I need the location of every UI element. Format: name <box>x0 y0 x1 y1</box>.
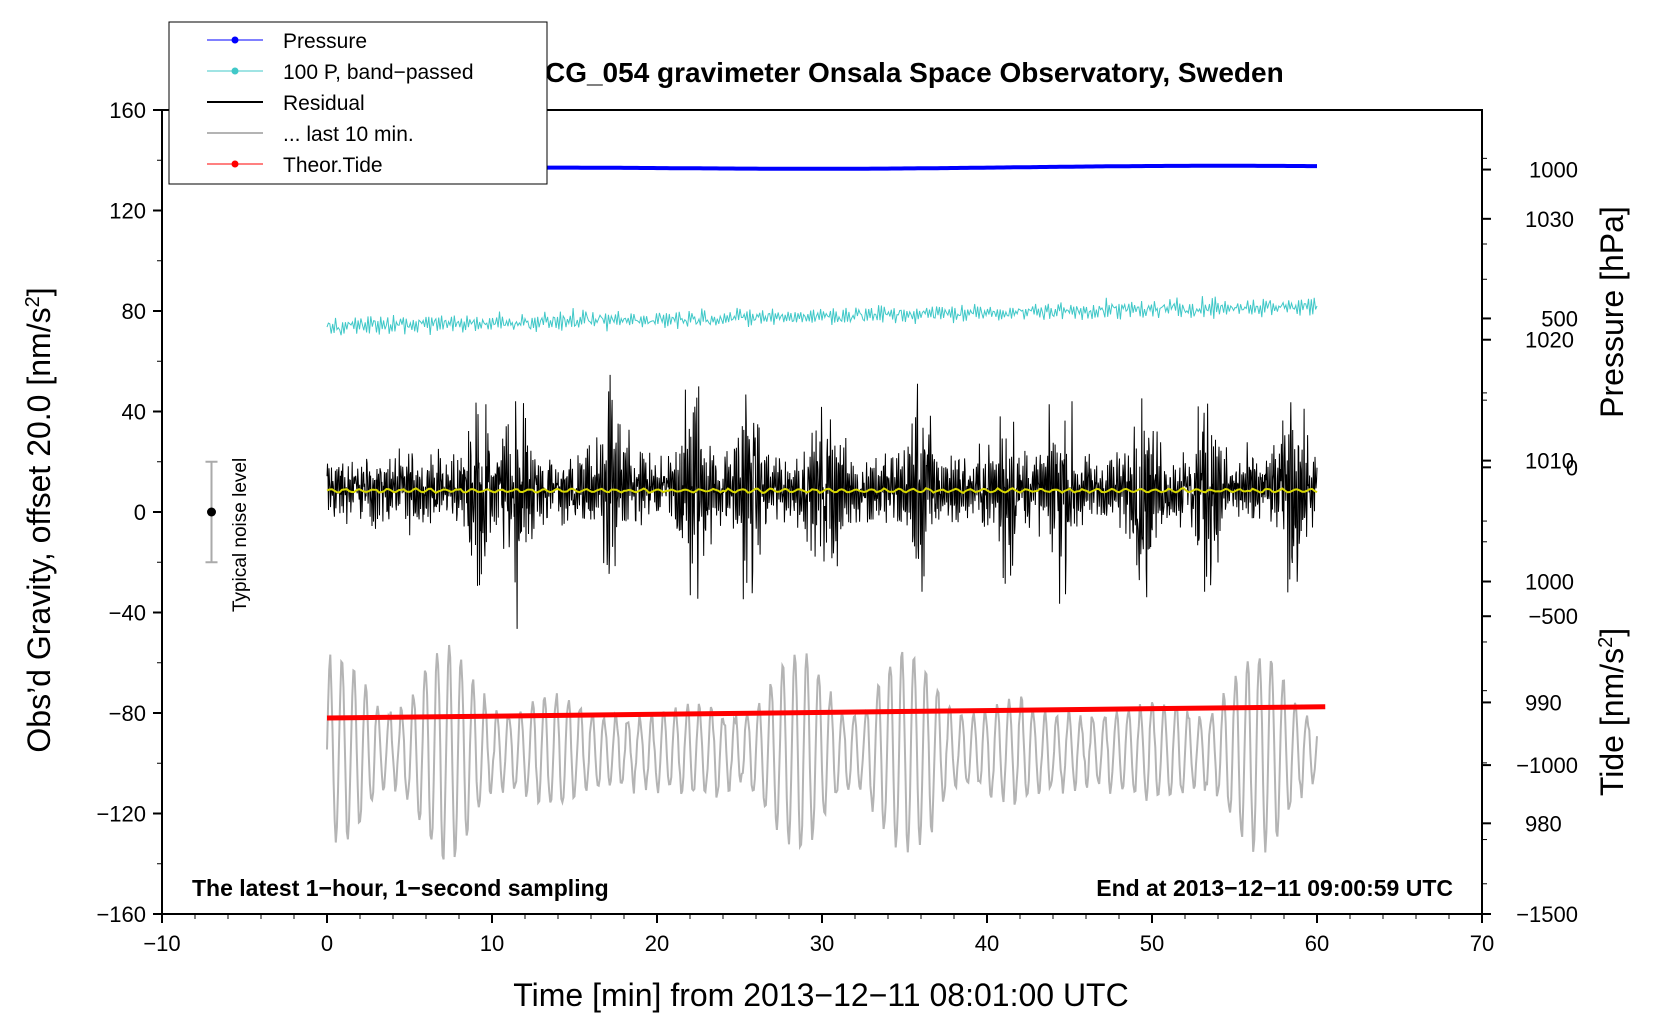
series-smoothed-residual <box>326 486 1318 495</box>
noise-level-dot <box>207 507 216 517</box>
series-theoretical-tide <box>326 704 1326 721</box>
legend-label-theor-tide: Theor.Tide <box>283 154 383 177</box>
tide-tick-label: 500 <box>1541 306 1578 331</box>
legend-label-residual: Residual <box>283 92 365 115</box>
legend-label-band-passed: 100 P, band−passed <box>283 61 474 84</box>
pressure-axis-title: Pressure [hPa] <box>1594 206 1630 418</box>
y-left-title-superscript: 2 <box>22 296 44 307</box>
pressure-tick-label: 1030 <box>1525 207 1574 232</box>
y-tick-label: 80 <box>122 299 146 324</box>
theoretical-tide-line <box>326 704 1326 721</box>
x-tick-label: 70 <box>1470 931 1494 956</box>
x-axis-title: Time [min] from 2013−12−11 08:01:00 UTC <box>513 977 1128 1013</box>
band-passed-line <box>326 296 1318 336</box>
x-tick-label: 0 <box>321 931 333 956</box>
tide-title-superscript: 2 <box>1595 637 1617 648</box>
legend-item-theor-tide: Theor.Tide <box>207 154 383 177</box>
legend-marker-band-passed <box>231 67 239 75</box>
series-residual <box>326 374 1318 629</box>
legend-label-pressure: Pressure <box>283 30 367 53</box>
x-tick-label: 40 <box>975 931 999 956</box>
y-axis-tide: 1000 500 0 −500 −1000 −1500 <box>1482 158 1578 927</box>
y-tick-label: 160 <box>109 98 146 123</box>
legend-item-last-10-min: ... last 10 min. <box>207 123 414 146</box>
tide-axis-title: Tide [nm/s2] <box>1594 628 1630 796</box>
end-time-note: End at 2013−12−11 09:00:59 UTC <box>1096 875 1453 901</box>
y-tick-label: −40 <box>109 601 146 626</box>
x-axis: −10 0 10 20 30 40 50 60 70 <box>143 914 1494 956</box>
legend-marker-theor-tide <box>231 160 239 168</box>
y-tick-label: −80 <box>109 701 146 726</box>
legend-marker-pressure <box>231 36 239 44</box>
y-tick-label: 0 <box>134 500 146 525</box>
y-tick-label: −120 <box>96 802 146 827</box>
noise-level-label: Typical noise level <box>230 458 251 612</box>
noise-level-marker: Typical noise level <box>205 458 251 612</box>
pressure-tick-label: 990 <box>1525 690 1562 715</box>
legend-item-residual: Residual <box>207 92 365 115</box>
tide-tick-label: −1500 <box>1516 902 1578 927</box>
x-tick-label: 10 <box>480 931 504 956</box>
smoothed-residual-line <box>326 486 1318 495</box>
x-tick-label: −10 <box>143 931 180 956</box>
tide-title-text: Tide [nm/s <box>1594 648 1630 796</box>
pressure-tick-label: 1020 <box>1525 328 1574 353</box>
tide-tick-label: −1000 <box>1516 753 1578 778</box>
y-tick-label: 120 <box>109 199 146 224</box>
y-tick-label: 40 <box>122 400 146 425</box>
sampling-note: The latest 1−hour, 1−second sampling <box>192 875 609 901</box>
legend-label-last-10-min: ... last 10 min. <box>283 123 414 146</box>
x-tick-label: 30 <box>810 931 834 956</box>
residual-line <box>326 374 1318 629</box>
pressure-tick-label: 1000 <box>1525 570 1574 595</box>
pressure-tick-label: 1010 <box>1525 449 1574 474</box>
series-band-passed-pressure <box>326 296 1318 336</box>
y-tick-label: −160 <box>96 902 146 927</box>
legend-item-band-passed: 100 P, band−passed <box>207 61 474 84</box>
x-tick-label: 20 <box>645 931 669 956</box>
legend-item-pressure: Pressure <box>207 30 367 53</box>
tide-tick-label: −500 <box>1528 604 1578 629</box>
chart-title: SCG_054 gravimeter Onsala Space Observat… <box>526 57 1283 88</box>
y-axis-left-title: Obs’d Gravity, offset 20.0 [nm/s2] <box>21 287 57 752</box>
tide-tick-label: 0 <box>1566 455 1578 480</box>
x-tick-label: 50 <box>1140 931 1164 956</box>
y-left-title-close: ] <box>21 287 57 296</box>
y-left-title-text: Obs’d Gravity, offset 20.0 [nm/s <box>21 307 57 752</box>
x-tick-label: 60 <box>1305 931 1329 956</box>
series-last-10-min <box>326 644 1318 860</box>
legend: Pressure 100 P, band−passed Residual ...… <box>168 21 548 185</box>
tide-tick-label: 1000 <box>1529 158 1578 183</box>
tide-title-close: ] <box>1594 628 1630 637</box>
pressure-tick-label: 980 <box>1525 811 1562 836</box>
y-axis-pressure: 1030 1020 1010 1000 990 980 <box>1482 157 1574 885</box>
last-10-min-line <box>326 644 1318 860</box>
y-axis-left: 160 120 80 40 0 −40 −80 −120 −160 <box>96 98 162 927</box>
